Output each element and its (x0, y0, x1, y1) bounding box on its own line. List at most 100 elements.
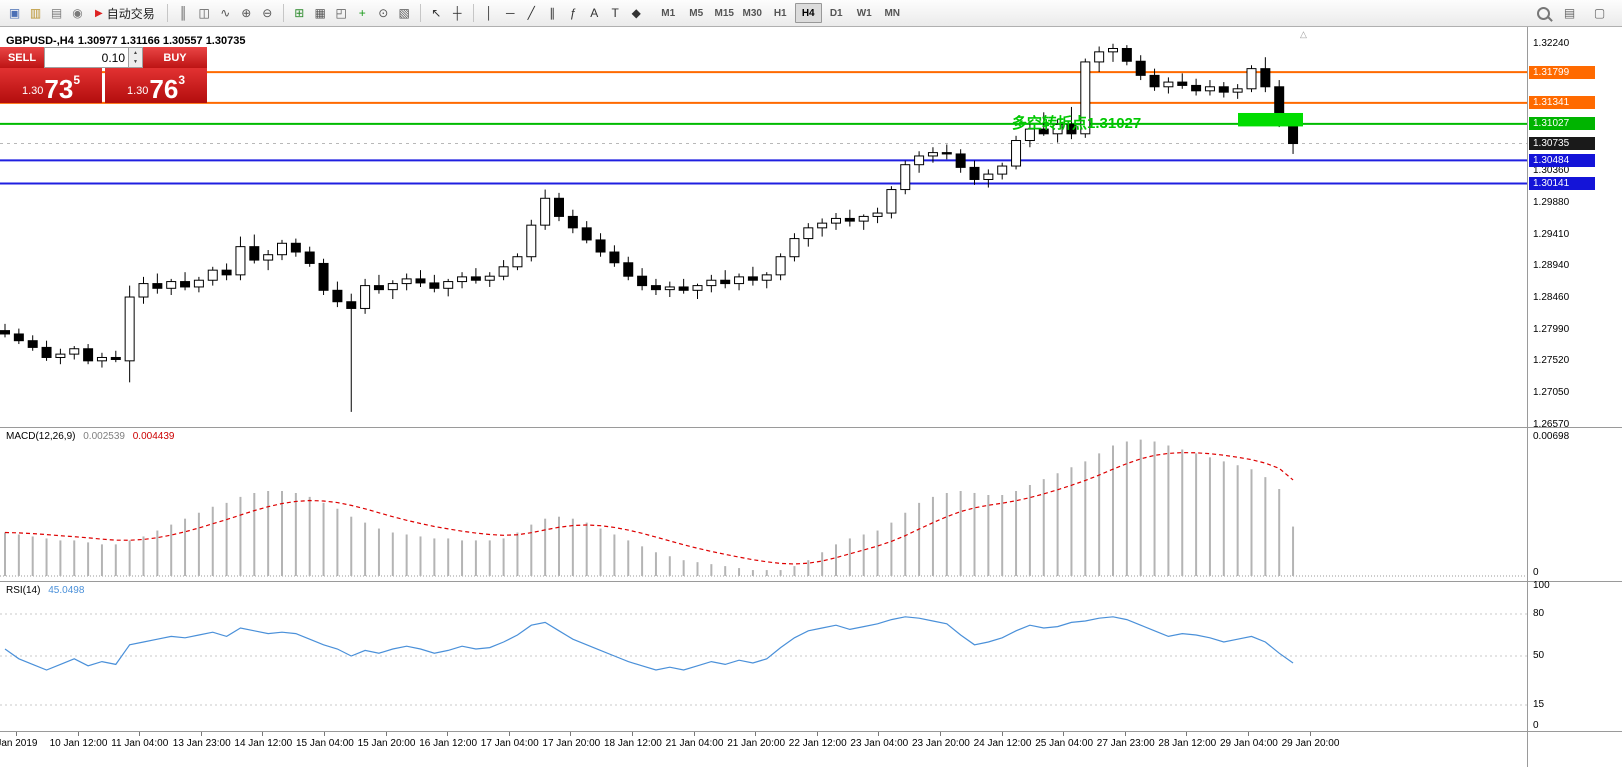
macd-axis-label: 0 (1533, 567, 1539, 578)
buy-price-pip: 3 (178, 73, 186, 87)
timeframe-m15[interactable]: M15 (714, 7, 734, 19)
sell-button[interactable]: SELL (0, 47, 44, 68)
trendline-icon[interactable]: ╱ (527, 6, 535, 20)
candle (789, 233, 800, 262)
volume-spinner[interactable]: ▲ ▼ (128, 48, 142, 67)
price-axis[interactable]: 1.32240 1.30360 1.29880 1.29410 1.28940 1.284… (1527, 27, 1622, 767)
candle (235, 236, 246, 281)
time-axis-label: 22 Jan 12:00 (788, 738, 847, 749)
volume-input[interactable]: 0.10 ▲ ▼ (44, 47, 143, 68)
indicators-add-icon[interactable]: + (358, 6, 366, 20)
tile-windows-icon[interactable]: ⊞ (294, 6, 305, 20)
candle (373, 274, 384, 294)
vertical-line-icon[interactable]: │ (485, 6, 493, 20)
timeframe-h1[interactable]: H1 (773, 7, 787, 19)
toolbar-separator (472, 4, 474, 22)
price-axis-label: 1.29880 (1533, 196, 1570, 208)
time-axis-label: 16 Jan 12:00 (419, 738, 478, 749)
channel-icon[interactable]: ∥ (549, 6, 556, 20)
search-icon[interactable] (1537, 6, 1550, 20)
candle (720, 270, 731, 289)
new-order-icon[interactable]: ▥ (29, 6, 42, 20)
timeframe-m1[interactable]: M1 (661, 7, 676, 19)
volume-value[interactable]: 0.10 (101, 50, 125, 65)
rsi-axis-label: 50 (1533, 650, 1545, 661)
price-axis-label: 1.28460 (1533, 292, 1570, 304)
buy-button[interactable]: BUY (143, 47, 207, 68)
timeframe-d1[interactable]: D1 (829, 7, 843, 19)
candle (318, 258, 329, 296)
candlestick-chart-icon[interactable]: ◫ (198, 6, 210, 20)
volume-up-icon[interactable]: ▲ (129, 48, 142, 58)
time-axis-label: 23 Jan 04:00 (850, 738, 909, 749)
rsi-canvas[interactable] (0, 582, 1527, 732)
price-axis-label: 1.27990 (1533, 323, 1570, 335)
macd-canvas[interactable] (0, 428, 1527, 582)
volume-down-icon[interactable]: ▼ (129, 57, 142, 67)
candle (747, 266, 758, 286)
candle (526, 219, 537, 262)
cascade-windows-icon[interactable]: ▦ (314, 6, 326, 20)
time-tick (447, 732, 449, 736)
zoom-in-icon[interactable]: ⊕ (241, 6, 252, 20)
shapes-icon[interactable]: ◆ (631, 6, 641, 20)
panel-separator (1528, 731, 1622, 732)
sell-price-display[interactable]: 1.30 73 5 (0, 68, 102, 103)
macd-panel[interactable]: MACD(12,26,9) 0.002539 0.004439 (0, 427, 1527, 582)
horizontal-line-icon[interactable]: ─ (505, 6, 515, 20)
buy-price-display[interactable]: 1.30 76 3 (105, 68, 207, 103)
candle (581, 221, 592, 244)
fibonacci-icon[interactable]: ƒ (569, 6, 577, 20)
candle (886, 186, 897, 219)
time-axis-label: 15 Jan 04:00 (296, 738, 354, 749)
timeframe-h4[interactable]: H4 (794, 3, 822, 23)
app-icon[interactable]: ▣ (8, 6, 21, 20)
crosshair-icon[interactable]: ┼ (452, 6, 462, 20)
time-axis-label: 21 Jan 20:00 (727, 738, 786, 749)
chart-window-icon[interactable]: ▢ (1593, 6, 1606, 20)
timeframe-m5[interactable]: M5 (689, 7, 704, 19)
candle (1204, 80, 1215, 96)
line-chart-icon[interactable]: ∿ (220, 6, 231, 20)
time-tick (816, 732, 818, 736)
cursor-icon[interactable]: ↖ (431, 6, 442, 20)
timeframe-m30[interactable]: M30 (742, 7, 762, 19)
time-tick (1309, 732, 1311, 736)
price-chart-canvas[interactable] (0, 27, 1527, 427)
toolbar-separator (282, 4, 284, 22)
candle (484, 272, 495, 287)
zoom-out-icon[interactable]: ⊖ (262, 6, 273, 20)
timeframe-w1[interactable]: W1 (856, 7, 872, 19)
new-chart-window-icon[interactable]: ▤ (1563, 6, 1576, 20)
rsi-panel[interactable]: RSI(14) 45.0498 (0, 581, 1527, 732)
sell-price-prefix: 1.30 (21, 85, 44, 97)
rsi-axis-label: 80 (1533, 608, 1545, 619)
candle (69, 346, 80, 360)
alerts-icon[interactable]: ◉ (72, 6, 83, 20)
text-icon[interactable]: A (590, 6, 599, 20)
bar-chart-icon[interactable]: ║ (178, 6, 188, 20)
candle (83, 344, 94, 365)
autotrading-button[interactable]: ▶ 自动交易 (88, 3, 162, 24)
label-icon[interactable]: T (611, 6, 619, 20)
time-tick (200, 732, 202, 736)
timeframe-toolbar: M1 M5 M15 M30 H1 H4 D1 W1 MN (655, 3, 906, 23)
chart-shift-marker[interactable]: △ (1300, 29, 1307, 39)
profiles-icon[interactable]: ▤ (50, 6, 63, 20)
price-axis-label: 1.26570 (1533, 419, 1570, 431)
timeframe-mn[interactable]: MN (884, 7, 900, 19)
arrange-windows-icon[interactable]: ◰ (335, 6, 347, 20)
candle (443, 278, 454, 297)
price-axis-label: 1.28940 (1533, 260, 1570, 272)
time-axis-label: 23 Jan 20:00 (912, 738, 970, 749)
main-chart[interactable]: GBPUSD-,H4 1.30977 1.31166 1.30557 1.3073… (0, 27, 1527, 427)
candle (221, 263, 232, 281)
templates-icon[interactable]: ▧ (398, 6, 410, 20)
periods-icon[interactable]: ⊙ (378, 6, 389, 20)
candle (623, 256, 634, 281)
candle (803, 223, 814, 247)
candle (941, 144, 952, 160)
chart-area[interactable]: GBPUSD-,H4 1.30977 1.31166 1.30557 1.3073… (0, 27, 1527, 767)
highlight-rect[interactable] (1238, 112, 1303, 127)
